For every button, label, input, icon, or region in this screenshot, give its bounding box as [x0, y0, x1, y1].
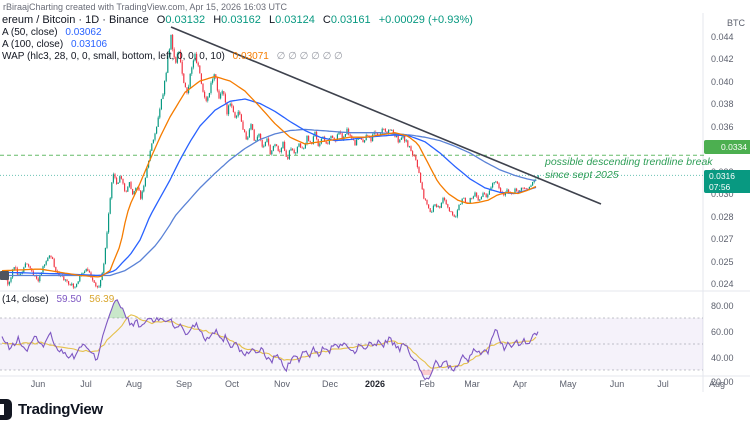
ma50-value: 0.03062: [65, 27, 102, 38]
tradingview-logo-icon: [0, 399, 12, 420]
time-tick-label: Jun: [609, 379, 625, 389]
time-axis[interactable]: Jun Jul Aug Sep Oct Nov Dec 2026 Feb Mar Apr May Jun…: [0, 376, 750, 392]
time-tick-label: 2026: [364, 379, 386, 389]
ohlc-close-value: 0.03161: [330, 14, 371, 26]
tradingview-logo[interactable]: TradingView: [0, 399, 103, 420]
ohlc-change-value: +0.00029 (+0.93%): [378, 14, 473, 26]
ma100-value: 0.03106: [70, 39, 108, 50]
price-tick-label: 0.036: [711, 121, 734, 132]
rsi-ma-value: 56.39: [89, 294, 115, 305]
clipped-label-fragment: [0, 271, 9, 280]
price-tick-label: 0.038: [711, 99, 734, 109]
attribution-text: rBiraajCharting created with TradingView…: [3, 2, 287, 12]
vwap-value: 0.03071: [232, 51, 269, 62]
price-tick-label: 0.030: [711, 189, 734, 199]
ohlc-close-label: C: [322, 14, 331, 26]
alert-price-label: 0.0334: [721, 142, 747, 152]
ohlc-high-value: 0.03162: [221, 14, 261, 26]
rsi-label: (14, close): [2, 294, 49, 305]
time-tick-label: Oct: [224, 379, 239, 389]
ohlc-open-value: 0.03132: [165, 14, 206, 26]
price-tick-label: 0.028: [711, 211, 734, 222]
price-tick-label: 0.044: [711, 31, 734, 42]
time-tick-label: Mar: [464, 379, 480, 389]
ohlc-low-label: L: [268, 14, 276, 26]
legend-symbol-row[interactable]: ereum / Bitcoin · 1D · Binance O0.03132 …: [2, 14, 473, 26]
time-tick-label: Feb: [419, 379, 435, 389]
price-axis[interactable]: BTC 0.0334 0.0316 07:56 0.044 0.042 0.040 0…: [703, 13, 750, 392]
rsi-tick-label: 20.00: [711, 376, 734, 387]
ma100-label: A (100, close): [2, 39, 64, 50]
price-tick-label: 0.027: [711, 234, 734, 244]
last-price-badge: 0.0316 07:56: [704, 170, 750, 193]
legend-ma100-row[interactable]: A (100, close) 0.03106: [2, 39, 107, 50]
legend-vwap-row[interactable]: WAP (hlc3, 28, 0, 0, small, bottom, left…: [2, 51, 343, 62]
symbol-title: ereum / Bitcoin · 1D · Binance: [2, 14, 149, 26]
rsi-value: 59.50: [56, 294, 82, 305]
time-tick-label: Sep: [175, 379, 192, 389]
time-tick-label: Aug: [708, 379, 725, 389]
time-tick-label: Apr: [512, 379, 527, 389]
trendline-break-annotation: possible descending trendline break sinc…: [545, 156, 713, 181]
time-tick-label: Jul: [657, 379, 669, 389]
last-price-label: 0.0316: [709, 171, 735, 181]
vwap-label: WAP (hlc3, 28, 0, 0, small, bottom, left…: [2, 51, 225, 62]
annotation-line1: possible descending trendline break: [545, 156, 713, 168]
ohlc-high-label: H: [213, 14, 222, 26]
rsi-tick-label: 40.00: [711, 352, 734, 363]
price-axis-unit: BTC: [727, 18, 745, 28]
time-tick-label: Aug: [125, 379, 142, 389]
legend-ma50-row[interactable]: A (50, close) 0.03062: [2, 27, 102, 38]
bar-countdown: 07:56: [709, 181, 731, 192]
ma50-label: A (50, close): [2, 27, 58, 38]
vwap-disabled-bands: ∅ ∅ ∅ ∅ ∅ ∅: [276, 51, 343, 62]
time-tick-label: Jul: [80, 379, 92, 389]
rsi-tick-label: 80.00: [711, 300, 734, 311]
ohlc-low-value: 0.03124: [275, 14, 315, 26]
price-tick-label: 0.025: [711, 256, 734, 267]
legend-rsi-row[interactable]: (14, close) 59.50 56.39: [2, 294, 114, 305]
annotation-line2: since sept 2025: [545, 168, 619, 181]
price-tick-label: 0.024: [711, 279, 734, 289]
time-tick-label: Dec: [321, 379, 338, 389]
price-tick-label: 0.040: [711, 76, 734, 87]
time-tick-label: Jun: [30, 379, 46, 389]
time-tick-label: Nov: [273, 379, 290, 389]
alert-price-badge: 0.0334: [704, 140, 750, 154]
time-tick-label: May: [559, 379, 577, 389]
rsi-tick-label: 60.00: [711, 326, 734, 337]
price-tick-label: 0.042: [711, 54, 734, 64]
tradingview-logo-text: TradingView: [18, 401, 103, 418]
ohlc-open-label: O: [156, 14, 166, 26]
